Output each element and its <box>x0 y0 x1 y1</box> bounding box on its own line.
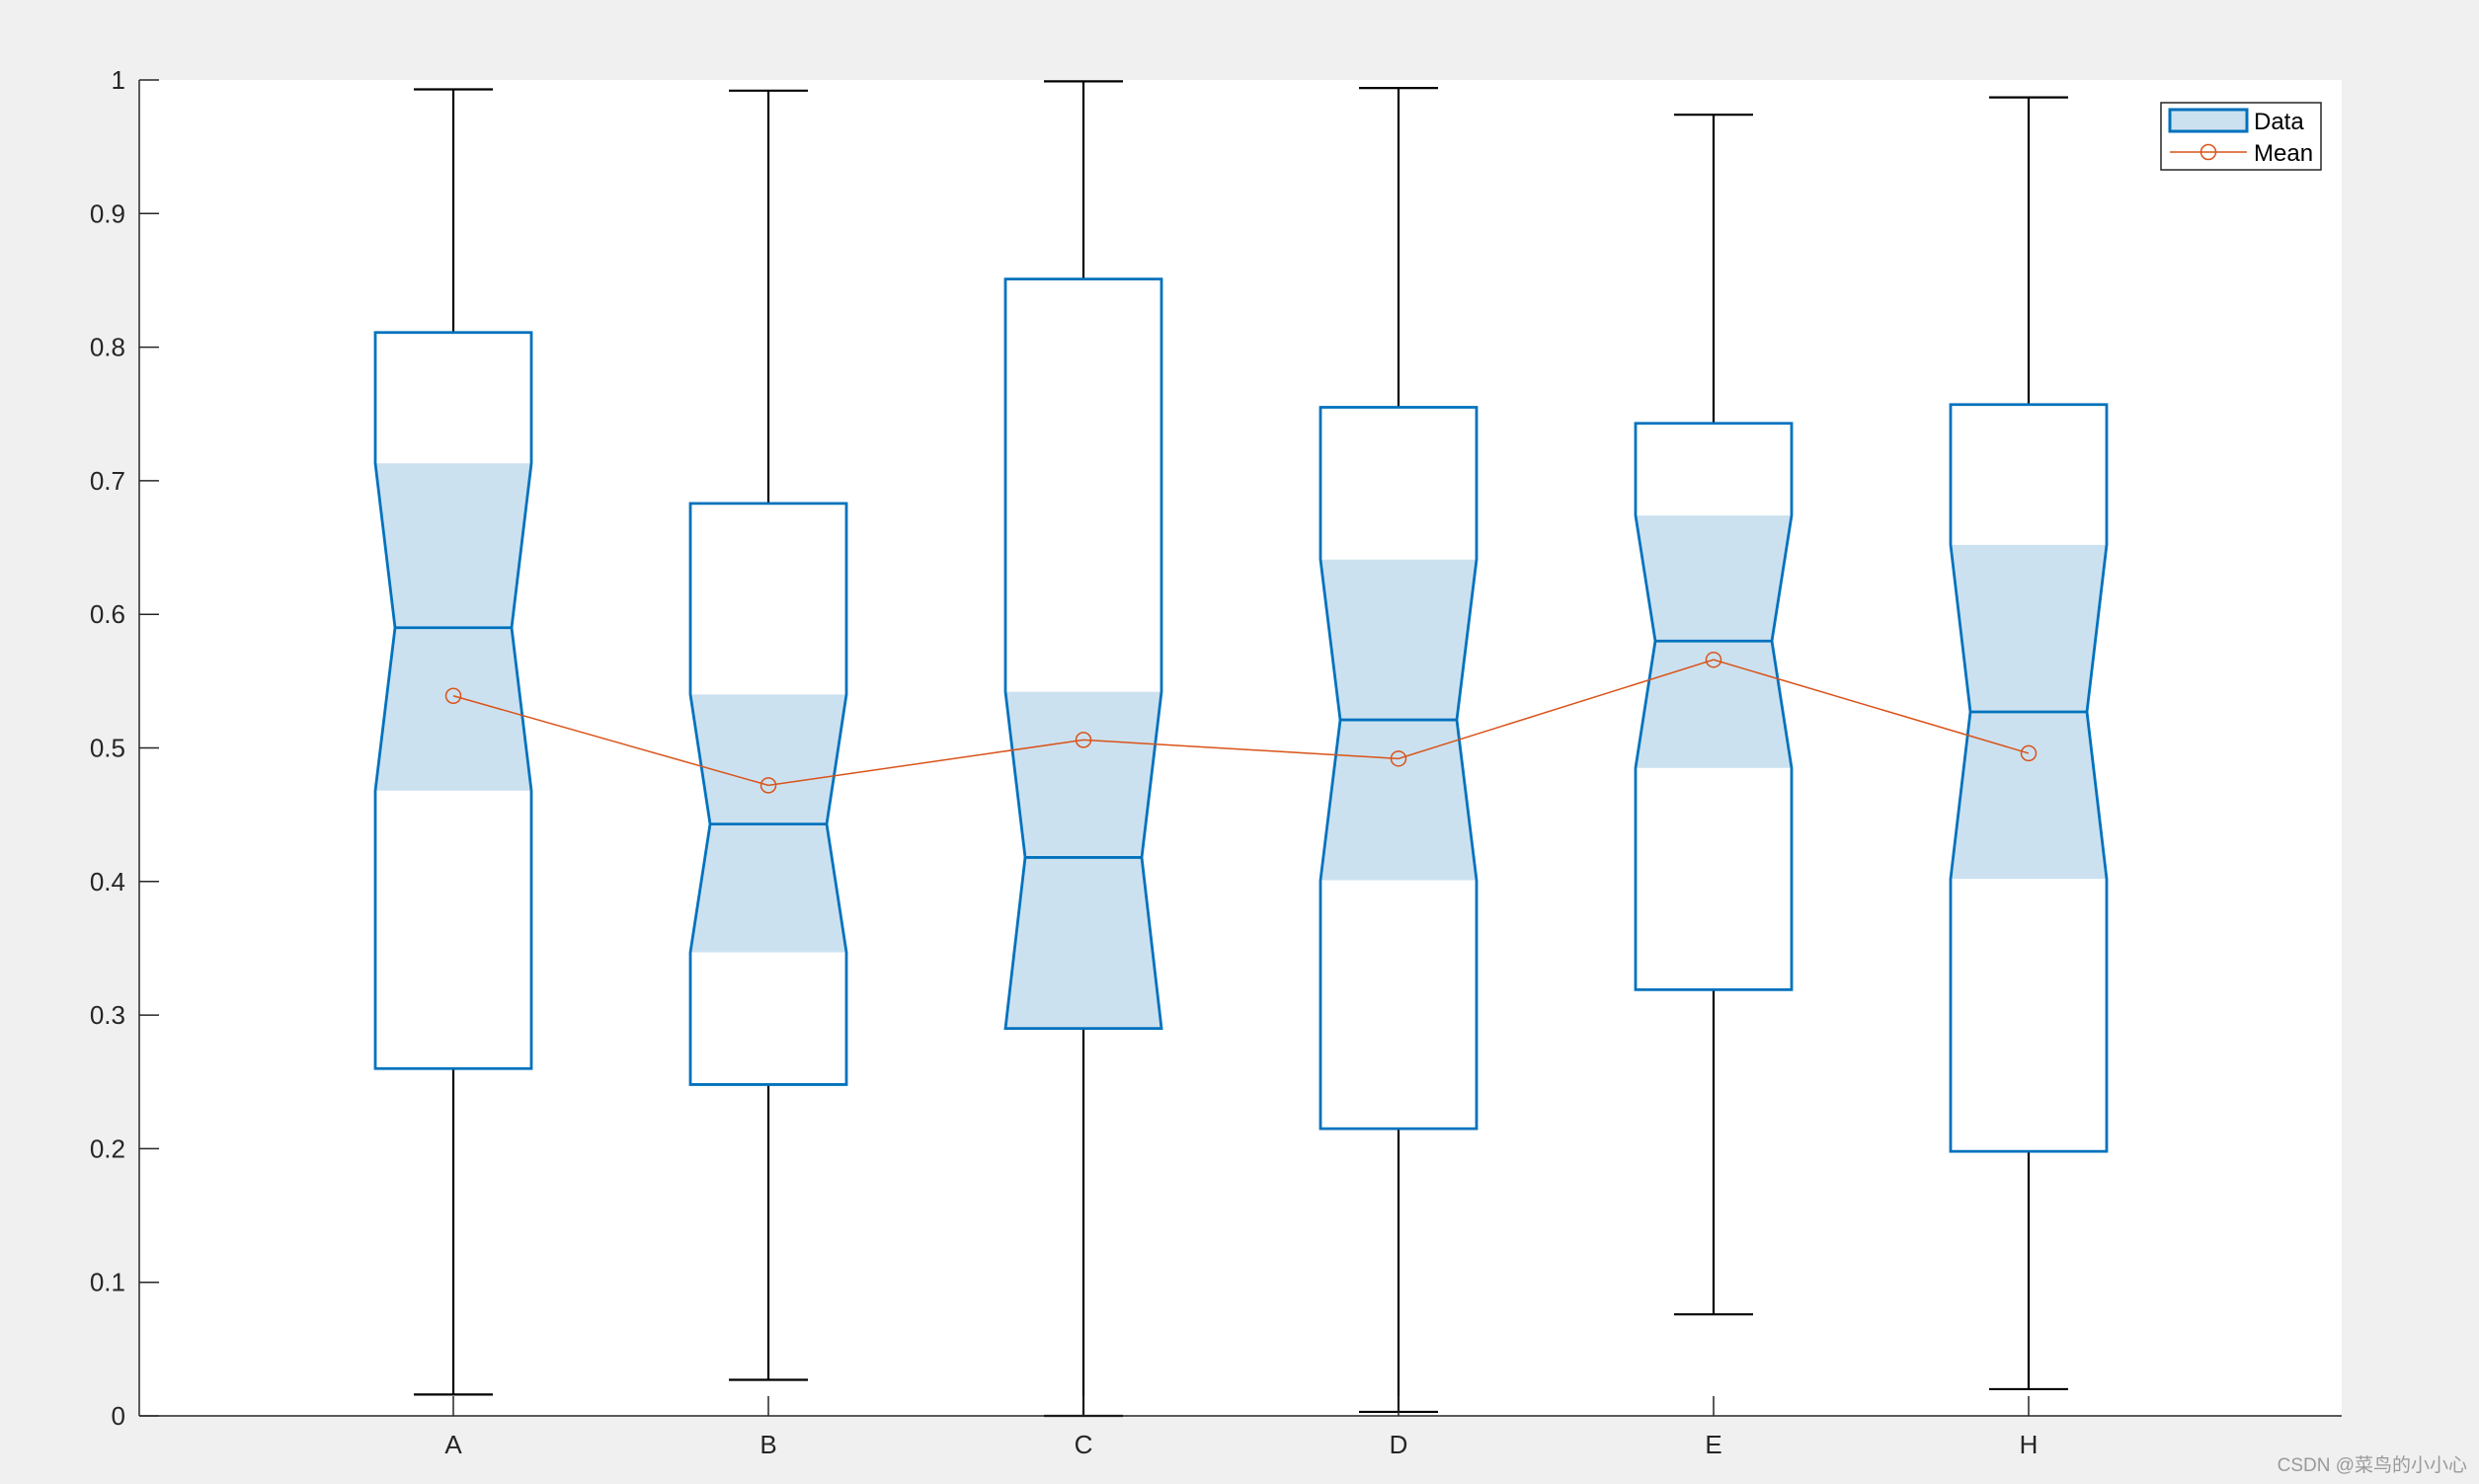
mean-line <box>452 659 2030 787</box>
y-tick-label: 0 <box>112 1401 125 1431</box>
y-tick-label: 0.6 <box>90 599 125 629</box>
box-group-e <box>1634 114 1794 1316</box>
box-outline <box>1003 277 1163 1031</box>
boxes-layer <box>373 80 2109 1418</box>
mean-marker-d <box>1390 750 1407 767</box>
legend-swatch-data <box>2168 108 2249 133</box>
mean-layer <box>444 651 2038 794</box>
axes-layer: 0 0.1 0.2 0.3 0.4 0.5 0.6 0.7 0.8 0.9 1 A B C D E H <box>90 65 2342 1459</box>
y-tick-label: 0.1 <box>90 1268 125 1297</box>
box-group-h <box>1949 96 2109 1391</box>
mean-marker-c <box>1075 732 1092 748</box>
x-tick-label: H <box>2020 1430 2039 1459</box>
box-outline <box>1319 406 1479 1131</box>
y-tick-label: 0.3 <box>90 1000 125 1030</box>
y-tick-label: 0.7 <box>90 466 125 496</box>
x-tick-label: D <box>1390 1430 1408 1459</box>
box-outline <box>373 331 533 1070</box>
x-tick-label: C <box>1075 1430 1093 1459</box>
notch-fill <box>1005 691 1161 1029</box>
legend: Data Mean <box>2160 102 2322 171</box>
x-tick-label: B <box>760 1430 776 1459</box>
mean-marker-e <box>1705 651 1722 668</box>
box-outline <box>688 502 848 1086</box>
box-group-b <box>688 89 848 1381</box>
y-tick-label: 0.5 <box>90 734 125 763</box>
y-tick-label: 0.2 <box>90 1133 125 1163</box>
y-tick-label: 0.4 <box>90 867 125 897</box>
box-group-d <box>1319 87 1479 1414</box>
watermark: CSDN @菜鸟的小小心 <box>2278 1454 2467 1476</box>
mean-marker-a <box>444 687 462 704</box>
legend-marker-mean <box>2199 143 2217 161</box>
x-tick-label: E <box>1705 1430 1721 1459</box>
legend-label-data: Data <box>2254 109 2304 135</box>
y-tick-label: 1 <box>112 65 125 95</box>
x-tick-label: A <box>444 1430 462 1459</box>
box-outline <box>1634 422 1794 991</box>
legend-label-mean: Mean <box>2254 140 2313 167</box>
box-group-a <box>373 88 533 1396</box>
y-tick-label: 0.8 <box>90 333 125 362</box>
y-tick-label: 0.9 <box>90 198 125 228</box>
mean-marker-h <box>2020 744 2038 762</box>
box-outline <box>1949 403 2109 1153</box>
mean-marker-b <box>760 777 777 794</box>
